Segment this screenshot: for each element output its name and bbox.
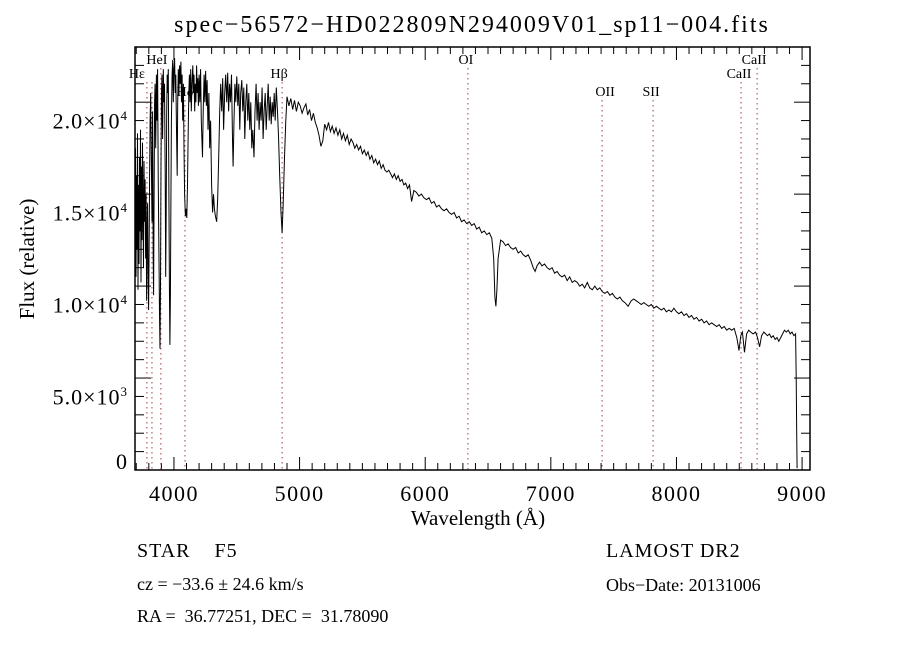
spectral-line-label: OII — [595, 85, 615, 100]
obs-date-label: Obs−Date: 20131006 — [606, 575, 761, 595]
y-tick-label: 5.0×103 — [52, 384, 128, 410]
spectral-line-label: HeI — [146, 53, 167, 68]
x-tick-label: 5000 — [274, 481, 325, 506]
x-tick-label: 9000 — [777, 481, 828, 506]
y-tick-label: 1.5×104 — [52, 200, 128, 226]
coordinates-label: RA = 36.77251, DEC = 31.78090 — [137, 606, 389, 626]
x-tick-label: 4000 — [148, 481, 199, 506]
y-tick-label: 2.0×104 — [52, 108, 128, 134]
y-tick-label: 1.0×104 — [52, 292, 128, 318]
y-tick-label: 0 — [116, 449, 128, 474]
plot-frame — [134, 46, 811, 471]
spectral-line-label: CaII — [727, 67, 752, 82]
spectral-line-label: Hβ — [270, 67, 287, 82]
object-class-label: STAR F5 — [137, 540, 238, 562]
chart-title: spec−56572−HD022809N294009V01_sp11−004.f… — [174, 12, 770, 38]
spectral-line-label: CaII — [742, 53, 767, 68]
spectrum-trace — [134, 57, 798, 469]
radial-velocity-label: cz = −33.6 ± 24.6 km/s — [137, 574, 304, 594]
x-tick-label: 6000 — [400, 481, 451, 506]
y-axis-label: Flux (relative) — [15, 198, 39, 320]
x-axis-label: Wavelength (Å) — [410, 506, 546, 530]
spectral-line-label: OI — [459, 53, 474, 68]
spectral-line-label: SII — [643, 85, 660, 100]
x-tick-label: 8000 — [651, 481, 702, 506]
x-tick-label: 7000 — [525, 481, 576, 506]
survey-label: LAMOST DR2 — [606, 540, 741, 562]
spectral-line-label: Hε — [129, 67, 145, 82]
